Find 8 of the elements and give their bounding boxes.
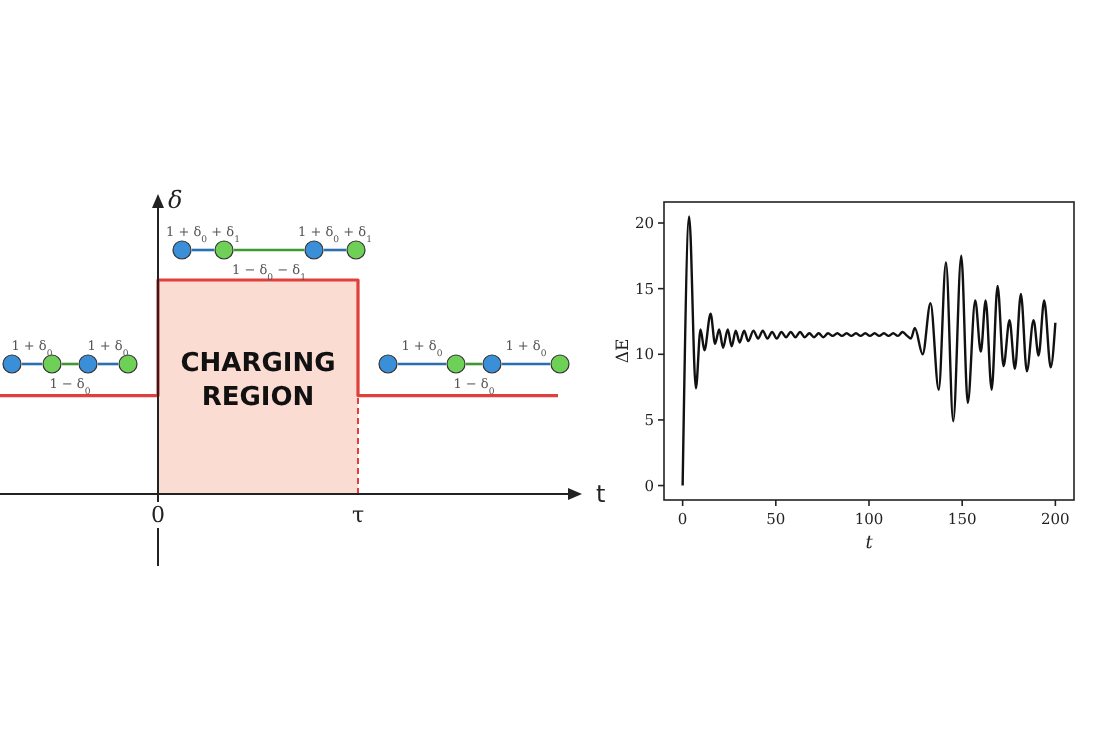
band-label: CHARGING REGION xyxy=(180,349,336,413)
x-axis-title: t xyxy=(865,534,874,554)
y-axis-title: δ xyxy=(168,186,183,214)
x-tick-label: 0 xyxy=(151,502,165,528)
x-tick-label: τ xyxy=(351,502,365,528)
line-series xyxy=(681,215,1057,487)
y-axis-title: ΔE xyxy=(614,338,634,364)
x-axis-title: t xyxy=(596,480,606,508)
